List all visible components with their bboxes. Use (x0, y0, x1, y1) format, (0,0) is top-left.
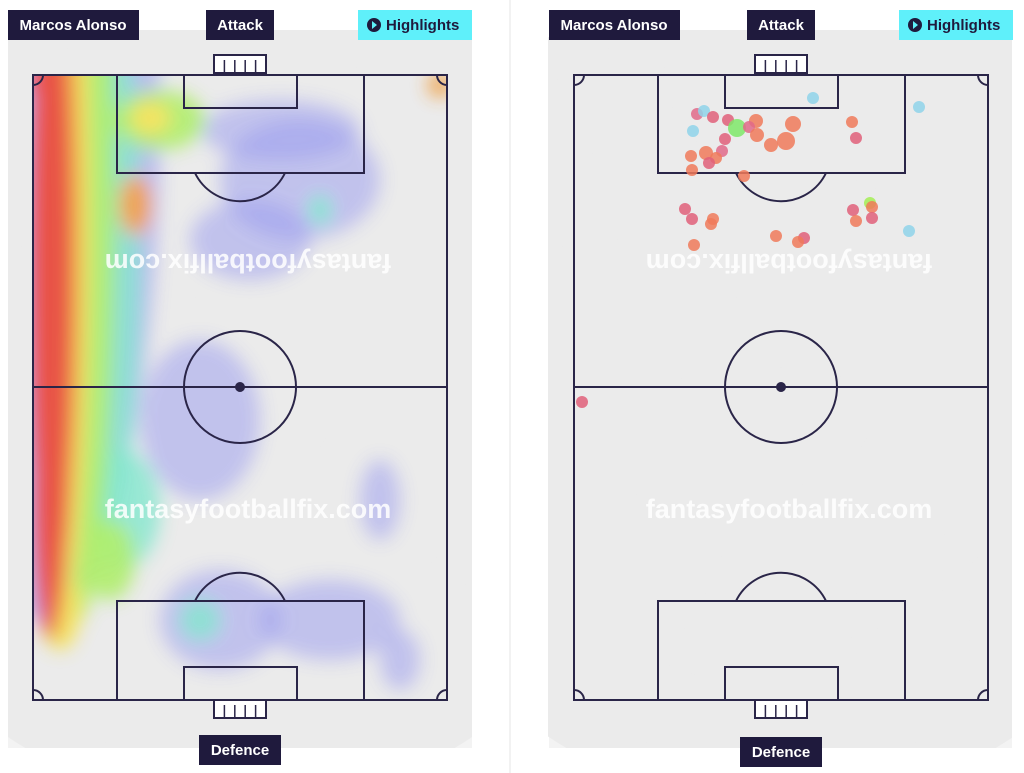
pitch (573, 54, 989, 719)
shot (764, 138, 778, 152)
corner-arc (573, 689, 585, 701)
centre-circle (724, 330, 838, 444)
shot (866, 201, 878, 213)
shot (687, 125, 699, 137)
shot (698, 105, 710, 117)
shot (777, 132, 795, 150)
watermark: fantasyfootballfix.com (646, 248, 933, 278)
watermark: fantasyfootballfix.com (105, 494, 392, 524)
shot (792, 236, 804, 248)
heat-blob (119, 175, 151, 235)
player-badge (549, 10, 680, 40)
goal (213, 699, 267, 719)
attack-badge (206, 10, 274, 40)
pitch (32, 54, 448, 719)
heat-blob (360, 460, 400, 540)
shot (807, 92, 819, 104)
shot (866, 212, 878, 224)
penalty-arc (194, 172, 286, 203)
attack-badge (747, 10, 815, 40)
shot (703, 157, 715, 169)
corner-arc (436, 74, 448, 86)
player-name: Marcos Alonso (561, 17, 668, 34)
six-yard-box (724, 74, 839, 109)
shot (913, 101, 925, 113)
corner-arc (32, 689, 44, 701)
shot (686, 164, 698, 176)
shot (728, 119, 746, 137)
corner-arc (977, 74, 989, 86)
heat-blob (33, 360, 68, 640)
shot (850, 132, 862, 144)
player-name: Marcos Alonso (20, 17, 127, 34)
heat-blob (85, 520, 135, 600)
shot (576, 396, 588, 408)
shot (903, 225, 915, 237)
corner-arc (573, 74, 585, 86)
attack-label: Attack (758, 17, 805, 34)
heat-blob (428, 75, 447, 97)
shot (850, 215, 862, 227)
corner-arc (32, 74, 44, 86)
heat-blob (380, 630, 420, 690)
shot (679, 203, 691, 215)
heat-blob (130, 102, 170, 134)
heat-blob (200, 100, 360, 160)
centre-spot (235, 382, 245, 392)
attack-label: Attack (217, 17, 264, 34)
defence-badge (199, 735, 281, 765)
watermark: fantasyfootballfix.com (105, 248, 392, 278)
defence-badge (740, 737, 822, 767)
shot (686, 213, 698, 225)
penalty-arc (735, 571, 827, 602)
shot (705, 218, 717, 230)
defence-label: Defence (211, 742, 269, 759)
panel: fantasyfootballfix.com fantasyfootballfix… (548, 10, 1013, 767)
shot (738, 170, 750, 182)
shot (685, 150, 697, 162)
penalty-arc (735, 172, 827, 203)
shot (719, 133, 731, 145)
shot (699, 146, 713, 160)
play-triangle (913, 21, 918, 29)
shots (576, 92, 925, 408)
shot (743, 121, 755, 133)
goal (754, 54, 808, 74)
shot (688, 239, 700, 251)
corner-arc (977, 689, 989, 701)
heat-blob (260, 580, 400, 660)
button-label: Highlights (927, 17, 1000, 34)
penalty-arc (194, 571, 286, 602)
goal (213, 54, 267, 74)
shot (847, 204, 859, 216)
player-badge (8, 10, 139, 40)
highlights-button[interactable]: Highlights (899, 10, 1013, 40)
shot (750, 128, 764, 142)
heat-blob (190, 200, 310, 280)
heat-blob (140, 340, 260, 500)
play-triangle (372, 21, 377, 29)
shot (707, 111, 719, 123)
shot (770, 230, 782, 242)
heat-blob (180, 600, 220, 640)
heatmap (33, 75, 447, 690)
heat-blob (310, 196, 330, 224)
panel: fantasyfootballfix.com fantasyfootballfix… (8, 10, 472, 765)
shot (785, 116, 801, 132)
defence-label: Defence (752, 744, 810, 761)
goal (754, 699, 808, 719)
shot (846, 116, 858, 128)
heat-blobs (33, 75, 447, 690)
centre-circle (183, 330, 297, 444)
corner-arc (436, 689, 448, 701)
six-yard-box (183, 74, 298, 109)
watermark: fantasyfootballfix.com (646, 494, 933, 524)
button-label: Highlights (386, 17, 459, 34)
highlights-button[interactable]: Highlights (358, 10, 472, 40)
centre-spot (776, 382, 786, 392)
